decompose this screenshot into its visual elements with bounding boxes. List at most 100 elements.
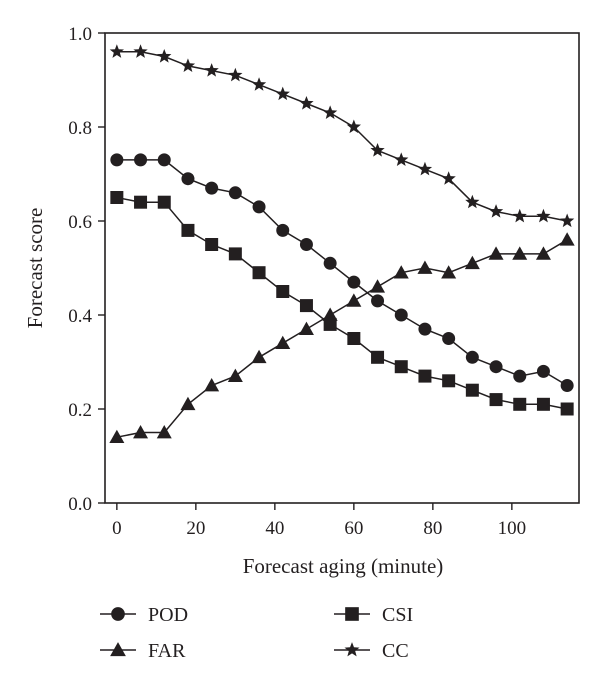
- series-cc-point: [346, 119, 361, 134]
- x-tick-label: 20: [186, 518, 205, 539]
- series-far-point: [441, 265, 457, 279]
- series-pod-point: [299, 238, 313, 251]
- series-far-point: [227, 368, 243, 382]
- series-cc-point: [488, 204, 504, 218]
- series-layer: [109, 44, 575, 444]
- series-pod-point: [536, 364, 550, 378]
- y-tick-label: 1.0: [68, 24, 92, 45]
- series-csi-point: [228, 247, 242, 261]
- series-cc-point: [465, 194, 480, 209]
- legend-item-csi: CSI: [334, 604, 413, 626]
- series-pod-point: [134, 153, 148, 167]
- series-far-point: [559, 232, 575, 246]
- series-csi-point: [442, 374, 456, 388]
- y-tick-label: 0.0: [68, 494, 92, 515]
- series-pod-point: [205, 181, 219, 195]
- series-pod-point: [442, 332, 456, 345]
- series-csi-point: [560, 402, 574, 416]
- series-cc-point: [512, 208, 527, 223]
- series-pod-point: [560, 379, 574, 392]
- series-csi-point: [276, 285, 290, 298]
- series-pod-point: [157, 153, 171, 167]
- series-pod-point: [465, 350, 479, 364]
- series-cc-point: [394, 152, 409, 166]
- series-pod-line: [116, 159, 568, 387]
- series-cc-point: [157, 49, 172, 63]
- series-far-point: [346, 293, 362, 307]
- y-tick-label: 0.4: [68, 306, 92, 327]
- series-far-point: [370, 279, 386, 293]
- series-far-point: [204, 378, 220, 392]
- x-tick-label: 100: [498, 518, 527, 539]
- series-far-point: [512, 246, 528, 260]
- series-far-point: [322, 307, 338, 321]
- series-pod-point: [513, 369, 527, 383]
- series-csi-point: [536, 397, 550, 411]
- series-far-point: [417, 260, 433, 274]
- legend: POD FAR CSI CC: [100, 604, 413, 662]
- legend-marker: [344, 642, 360, 657]
- legend-label: CSI: [382, 604, 413, 626]
- series-far-point: [393, 265, 409, 279]
- series-pod-point: [252, 200, 266, 214]
- legend-item-pod: POD: [100, 604, 188, 626]
- series-pod-point: [228, 186, 242, 200]
- series-far-point: [156, 425, 172, 439]
- y-tick-label: 0.6: [68, 212, 92, 233]
- plot-area-frame: [104, 32, 580, 504]
- series-csi-point: [347, 332, 361, 345]
- legend-marker: [110, 642, 126, 657]
- series-pod-point: [347, 275, 361, 289]
- legend-item-far: FAR: [100, 640, 186, 662]
- series-pod-point: [371, 294, 385, 308]
- axis-ticks: 0 20 40 60 80 100 0.0 0.2 0.4 0.6 0.8 1.0: [68, 24, 526, 539]
- series-csi-point: [465, 383, 479, 397]
- series-csi-point: [205, 238, 219, 251]
- series-pod-point: [181, 172, 195, 186]
- series-csi-point: [157, 195, 171, 209]
- series-csi-point: [134, 195, 148, 209]
- series-cc-point: [536, 208, 551, 223]
- y-axis-title: Forecast score: [23, 208, 47, 329]
- series-csi-point: [323, 317, 337, 331]
- series-cc-line: [116, 51, 568, 222]
- series-cc-point: [180, 58, 196, 72]
- x-tick-label: 0: [112, 518, 122, 539]
- series-csi-point: [418, 369, 432, 383]
- series-csi-point: [299, 299, 313, 313]
- series-csi-point: [489, 393, 503, 407]
- series-cc-point: [275, 86, 290, 101]
- series-csi-point: [513, 397, 527, 411]
- legend-item-cc: CC: [334, 640, 409, 662]
- series-cc-point: [560, 213, 575, 228]
- y-tick-label: 0.2: [68, 400, 92, 421]
- series-csi: [110, 191, 574, 416]
- series-far-point: [488, 246, 504, 260]
- x-tick-label: 40: [265, 518, 284, 539]
- series-csi-point: [110, 191, 124, 204]
- x-tick-label: 60: [344, 518, 363, 539]
- series-cc-point: [441, 171, 456, 185]
- series-far-point: [251, 349, 267, 364]
- series-cc-point: [109, 44, 124, 58]
- series-far-point: [109, 429, 125, 444]
- series-csi-point: [181, 223, 195, 237]
- series-cc-point: [417, 161, 433, 176]
- series-pod-point: [489, 360, 503, 374]
- series-far-point: [180, 396, 196, 411]
- series-far-point: [133, 425, 149, 439]
- series-pod-point: [323, 256, 337, 270]
- series-cc-point: [370, 143, 385, 157]
- series-csi-point: [371, 350, 385, 364]
- series-far-point: [298, 321, 314, 335]
- series-pod-point: [418, 322, 432, 336]
- series-csi-point: [252, 266, 266, 280]
- series-far-point: [464, 255, 480, 270]
- series-cc-point: [133, 44, 148, 58]
- series-far-point: [275, 335, 291, 350]
- x-axis-title: Forecast aging (minute): [243, 554, 444, 578]
- series-cc-point: [299, 96, 314, 110]
- series-cc: [109, 44, 575, 228]
- series-cc-point: [323, 105, 338, 119]
